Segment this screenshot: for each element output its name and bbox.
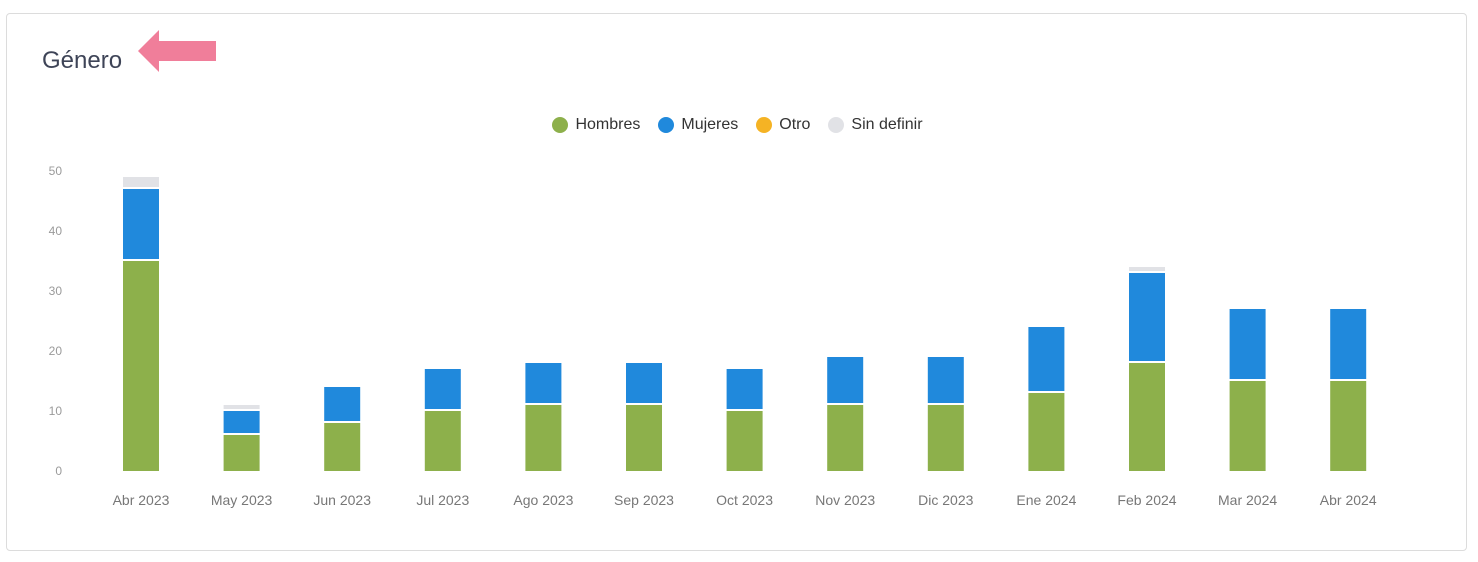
y-tick-label: 30 xyxy=(49,284,63,298)
bar-segment-hombres[interactable] xyxy=(223,435,260,471)
y-tick-label: 40 xyxy=(49,224,63,238)
x-tick-label: Nov 2023 xyxy=(815,492,875,508)
bar-segment-mujeres[interactable] xyxy=(1129,273,1165,361)
bar-segment-mujeres[interactable] xyxy=(927,357,964,403)
x-tick-label: Feb 2024 xyxy=(1117,492,1176,508)
bar-segment-mujeres[interactable] xyxy=(1028,327,1065,391)
bar-segment-mujeres[interactable] xyxy=(223,411,260,433)
legend-dot-mujeres xyxy=(658,117,675,133)
chart-legend: Hombres Mujeres Otro Sin definir xyxy=(7,116,1468,134)
bar-segment-hombres[interactable] xyxy=(525,405,562,471)
bar-segment-mujeres[interactable] xyxy=(1330,309,1367,379)
bar-segment-hombres[interactable] xyxy=(726,411,763,471)
bar-segment-mujeres[interactable] xyxy=(827,357,864,403)
y-tick-label: 20 xyxy=(49,344,63,358)
bar-segment-hombres[interactable] xyxy=(123,261,159,471)
legend-dot-hombres xyxy=(552,117,569,133)
x-tick-label: Oct 2023 xyxy=(716,492,773,508)
x-tick-label: Abr 2024 xyxy=(1320,492,1377,508)
bar-segment-mujeres[interactable] xyxy=(324,387,361,421)
x-tick-label: Sep 2023 xyxy=(614,492,674,508)
legend-item-hombres[interactable]: Hombres xyxy=(552,116,640,134)
y-tick-label: 0 xyxy=(55,464,62,478)
bar-segment-hombres[interactable] xyxy=(827,405,864,471)
legend-dot-sin-definir xyxy=(828,117,845,133)
x-tick-label: May 2023 xyxy=(211,492,273,508)
bar-segment-hombres[interactable] xyxy=(1229,381,1266,471)
legend-dot-otro xyxy=(756,117,773,133)
legend-label-otro: Otro xyxy=(779,116,811,133)
legend-item-otro[interactable]: Otro xyxy=(756,116,810,134)
x-tick-label: Jun 2023 xyxy=(313,492,371,508)
bar-segment-mujeres[interactable] xyxy=(726,369,763,409)
legend-label-mujeres: Mujeres xyxy=(681,116,739,133)
bar-segment-sin-definir[interactable] xyxy=(223,405,260,409)
x-tick-label: Mar 2024 xyxy=(1218,492,1277,508)
y-tick-label: 50 xyxy=(49,164,63,178)
bar-segment-mujeres[interactable] xyxy=(525,363,562,403)
bar-segment-hombres[interactable] xyxy=(927,405,964,471)
bar-segment-hombres[interactable] xyxy=(626,405,662,471)
bar-segment-hombres[interactable] xyxy=(324,423,361,471)
x-tick-label: Dic 2023 xyxy=(918,492,973,508)
card-title: Género xyxy=(42,47,123,74)
bar-segment-hombres[interactable] xyxy=(424,411,461,471)
x-tick-label: Ago 2023 xyxy=(513,492,573,508)
bar-segment-hombres[interactable] xyxy=(1330,381,1367,471)
x-tick-label: Jul 2023 xyxy=(416,492,469,508)
pointer-arrow-icon xyxy=(138,30,216,72)
bar-segment-mujeres[interactable] xyxy=(1229,309,1266,379)
x-tick-label: Abr 2023 xyxy=(113,492,170,508)
legend-label-hombres: Hombres xyxy=(575,116,641,133)
bar-segment-sin-definir[interactable] xyxy=(123,177,159,187)
legend-item-sin-definir[interactable]: Sin definir xyxy=(828,116,923,134)
bar-segment-hombres[interactable] xyxy=(1129,363,1165,471)
bar-segment-mujeres[interactable] xyxy=(424,369,461,409)
bar-segment-mujeres[interactable] xyxy=(123,189,159,259)
x-tick-label: Ene 2024 xyxy=(1016,492,1076,508)
y-tick-label: 10 xyxy=(49,404,63,418)
legend-item-mujeres[interactable]: Mujeres xyxy=(658,116,738,134)
bar-segment-mujeres[interactable] xyxy=(626,363,662,403)
legend-label-sin-definir: Sin definir xyxy=(851,116,923,133)
bar-segment-hombres[interactable] xyxy=(1028,393,1065,471)
bar-segment-sin-definir[interactable] xyxy=(1129,267,1165,271)
